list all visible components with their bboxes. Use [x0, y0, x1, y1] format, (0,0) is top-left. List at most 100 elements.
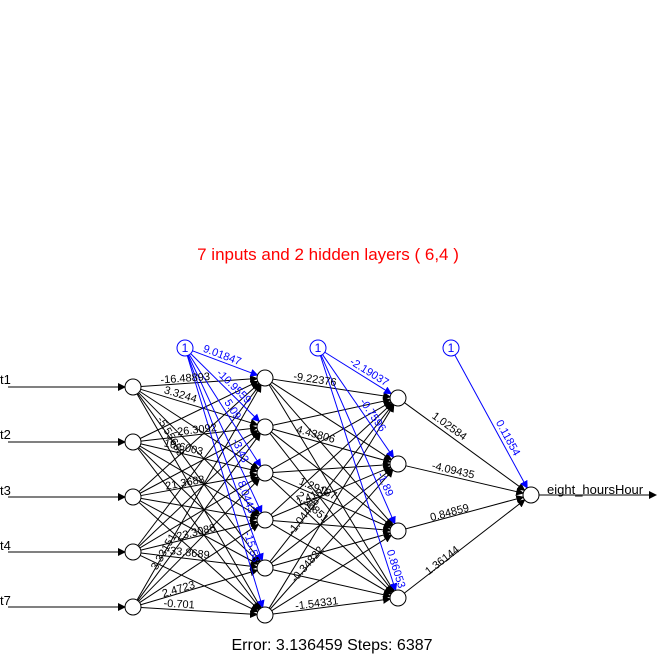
weight-label: 3.3244 — [163, 384, 199, 405]
neuron-node — [256, 559, 274, 577]
weight-connection — [140, 375, 259, 387]
weight-connection — [272, 595, 392, 615]
neuron-node — [389, 589, 407, 607]
neuron-node — [256, 606, 274, 624]
weight-connection — [138, 447, 260, 564]
weight-connection — [137, 448, 261, 610]
weight-connection — [140, 471, 259, 497]
bias-weight-label: -0.7596 — [357, 397, 388, 435]
weight-connection — [270, 402, 393, 515]
neuron-node — [124, 378, 142, 396]
neuron-node — [124, 433, 142, 451]
input-label-t3: t3 — [0, 483, 11, 498]
bias-connection — [188, 354, 262, 468]
weight-connection — [271, 534, 393, 612]
weight-connection — [137, 432, 261, 601]
weight-connection — [139, 476, 259, 549]
weight-connection — [138, 392, 261, 516]
weight-connection — [271, 401, 392, 470]
weight-label: -4.09435 — [431, 460, 476, 482]
weight-connection — [272, 461, 392, 473]
bias-node-label: 1 — [448, 341, 455, 355]
weight-label: -16.48893 — [160, 371, 210, 386]
weight-label: -23.3088 — [172, 522, 217, 544]
weight-connection — [271, 381, 393, 461]
weight-connection — [272, 378, 392, 400]
weight-connection — [139, 500, 259, 565]
neuron-node — [256, 464, 274, 482]
weight-connection — [140, 554, 259, 613]
weight-connection — [140, 552, 259, 571]
weight-connection — [140, 388, 259, 427]
weight-connection — [270, 431, 393, 527]
neuron-node — [124, 598, 142, 616]
weight-label: -33.8689 — [166, 545, 211, 562]
weight-connection — [139, 445, 259, 517]
weight-label: -9.22376 — [292, 371, 337, 389]
input-label-t4: t4 — [0, 538, 11, 553]
weight-connection — [271, 523, 392, 595]
weight-connection — [272, 520, 392, 534]
weight-connection — [404, 402, 526, 491]
weight-label: 1.02584 — [429, 410, 468, 443]
weight-connection — [139, 380, 259, 439]
weight-connection — [136, 384, 262, 601]
weight-connection — [269, 403, 394, 563]
bias-node — [442, 339, 460, 357]
weight-connection — [269, 383, 394, 526]
weight-connection — [272, 428, 392, 464]
weight-connection — [270, 468, 393, 564]
weight-connection — [272, 531, 392, 567]
output-label: eight_hoursHour — [547, 482, 644, 497]
weight-connection — [139, 430, 259, 494]
bias-connection — [186, 355, 265, 609]
input-label-t7: t7 — [0, 593, 11, 608]
weight-connection — [140, 519, 259, 551]
bias-connection — [454, 354, 528, 489]
weight-connection — [405, 495, 525, 530]
weight-label: -0.701 — [163, 598, 195, 612]
weight-connection — [272, 397, 392, 426]
neuron-node — [522, 486, 540, 504]
weight-connection — [138, 431, 260, 547]
weight-connection — [272, 475, 392, 529]
bias-node-label: 1 — [315, 341, 322, 355]
weight-connection — [268, 384, 395, 593]
weight-connection — [270, 478, 393, 594]
bias-connection-layer — [186, 350, 528, 609]
weight-connection — [269, 433, 394, 593]
neuron-node — [256, 369, 274, 387]
weight-connection — [137, 383, 261, 546]
weight-connection — [139, 523, 260, 604]
weight-connection — [139, 390, 260, 470]
neuron-node — [124, 543, 142, 561]
weight-connection — [272, 466, 392, 518]
weight-connection — [138, 501, 260, 611]
connection-layer — [8, 375, 657, 619]
weight-connection — [405, 465, 525, 496]
neuron-node — [256, 511, 274, 529]
bias-weight-label: 9.01847 — [201, 343, 242, 368]
bias-connection — [187, 355, 264, 562]
weight-connection — [140, 443, 259, 474]
bias-connection — [187, 355, 263, 514]
neuron-node — [389, 455, 407, 473]
weight-connection — [138, 477, 261, 602]
weight-connection — [140, 606, 259, 619]
bias-weight-label: -2.19037 — [347, 356, 390, 389]
bias-connection — [320, 355, 396, 525]
bias-node — [309, 339, 327, 357]
bias-node — [176, 339, 194, 357]
weight-connection — [140, 568, 259, 606]
weight-label: 1.36144 — [423, 544, 462, 578]
weight-connection — [404, 499, 526, 594]
input-label-t2: t2 — [0, 427, 11, 442]
weight-connection — [140, 497, 259, 522]
weight-label: -0.34822 — [289, 544, 327, 585]
neuron-node — [389, 522, 407, 540]
weight-label: 0.84859 — [429, 502, 471, 524]
bias-connection — [324, 351, 393, 395]
neuron-node — [256, 418, 274, 436]
weight-connection — [268, 403, 395, 609]
